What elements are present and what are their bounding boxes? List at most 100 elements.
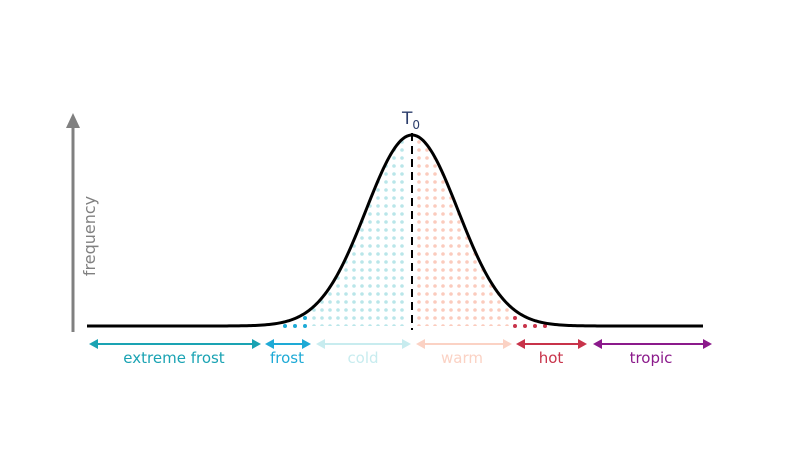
cold-dot	[400, 156, 404, 160]
region-label: warm	[441, 349, 483, 367]
arrow-right-head	[703, 339, 712, 349]
cold-dot	[328, 324, 332, 326]
warm-dot	[441, 140, 445, 144]
warm-dot	[433, 228, 437, 232]
cold-dot	[352, 220, 356, 224]
cold-dot	[344, 212, 348, 216]
warm-dot	[425, 180, 429, 184]
cold-dot	[384, 188, 388, 192]
bell-curve	[87, 133, 703, 328]
warm-dot	[449, 252, 453, 256]
cold-dot	[368, 180, 372, 184]
cold-dot	[344, 300, 348, 304]
cold-dot	[376, 236, 380, 240]
cold-dot	[328, 252, 332, 256]
warm-dot	[417, 204, 421, 208]
cold-dot	[376, 204, 380, 208]
warm-dot	[473, 204, 477, 208]
cold-dot	[344, 140, 348, 144]
warm-dot	[417, 292, 421, 296]
warm-dot	[457, 220, 461, 224]
cold-dot	[368, 172, 372, 176]
cold-dot	[368, 252, 372, 256]
cold-dot	[376, 140, 380, 144]
cold-dot	[320, 196, 324, 200]
warm-dot	[449, 204, 453, 208]
cold-dot	[376, 220, 380, 224]
cold-dot	[392, 316, 396, 320]
cold-dot	[344, 172, 348, 176]
warm-dot	[425, 244, 429, 248]
warm-dot	[441, 156, 445, 160]
warm-dot	[457, 324, 461, 326]
arrow-right-head	[503, 339, 512, 349]
warm-dot	[457, 180, 461, 184]
cold-dot	[368, 212, 372, 216]
warm-dot	[449, 316, 453, 320]
cold-dot	[336, 188, 340, 192]
cold-dot	[392, 308, 396, 312]
arrow-right-head	[402, 339, 411, 349]
region-frost: frost	[265, 339, 311, 367]
cold-dot	[384, 180, 388, 184]
warm-dot	[481, 148, 485, 152]
cold-dot	[360, 292, 364, 296]
cold-dot	[384, 316, 388, 320]
warm-dot	[441, 324, 445, 326]
cold-dot	[320, 276, 324, 280]
cold-dot	[384, 300, 388, 304]
cold-dot	[360, 236, 364, 240]
cold-dot	[352, 204, 356, 208]
warm-dot	[505, 188, 509, 192]
cold-dot	[368, 324, 372, 326]
warm-dot	[497, 140, 501, 144]
warm-dot	[505, 324, 509, 326]
warm-dot	[489, 212, 493, 216]
warm-dot	[433, 148, 437, 152]
warm-dot	[417, 284, 421, 288]
warm-dot	[497, 316, 501, 320]
warm-dot	[489, 156, 493, 160]
cold-dot	[384, 212, 388, 216]
warm-dot	[465, 300, 469, 304]
warm-dot	[449, 180, 453, 184]
warm-dot	[481, 204, 485, 208]
warm-dot	[449, 220, 453, 224]
warm-dot	[457, 164, 461, 168]
cold-dot	[336, 308, 340, 312]
cold-dot	[312, 260, 316, 264]
warm-dot	[473, 172, 477, 176]
cold-dot	[352, 140, 356, 144]
cold-dot	[360, 308, 364, 312]
warm-dot	[425, 164, 429, 168]
cold-dot	[328, 260, 332, 264]
warm-dot	[497, 212, 501, 216]
cold-dot	[336, 196, 340, 200]
region-label: extreme frost	[123, 349, 225, 367]
warm-dot	[497, 196, 501, 200]
warm-dot	[449, 172, 453, 176]
warm-dot	[481, 292, 485, 296]
cold-dot	[312, 156, 316, 160]
cold-dot	[336, 204, 340, 208]
warm-dot	[417, 140, 421, 144]
warm-dot	[465, 316, 469, 320]
cold-dot	[392, 156, 396, 160]
warm-dot	[433, 252, 437, 256]
warm-dot	[481, 188, 485, 192]
cold-dot	[336, 284, 340, 288]
warm-dot	[505, 164, 509, 168]
warm-dot	[505, 156, 509, 160]
cold-dot	[336, 252, 340, 256]
cold-dot	[384, 228, 388, 232]
cold-dot	[400, 316, 404, 320]
cold-dot	[360, 276, 364, 280]
arrow-right-head	[578, 339, 587, 349]
cold-dot	[320, 156, 324, 160]
warm-dot	[505, 236, 509, 240]
hot-dot	[543, 324, 547, 328]
region-hot: hot	[516, 339, 587, 367]
warm-dot	[497, 228, 501, 232]
cold-dot	[312, 292, 316, 296]
cold-dot	[400, 252, 404, 256]
